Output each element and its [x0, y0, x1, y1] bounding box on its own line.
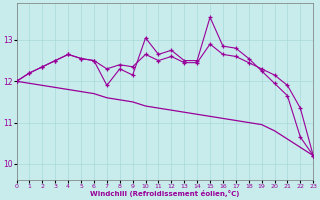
X-axis label: Windchill (Refroidissement éolien,°C): Windchill (Refroidissement éolien,°C): [90, 190, 240, 197]
